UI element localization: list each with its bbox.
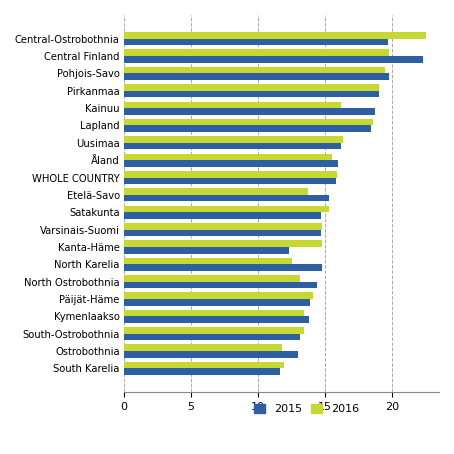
Bar <box>124 171 337 178</box>
Bar <box>124 316 309 323</box>
Bar <box>124 195 329 202</box>
Bar <box>124 160 339 167</box>
Bar <box>124 258 291 264</box>
Bar <box>124 230 321 236</box>
Bar <box>124 91 379 97</box>
Bar <box>124 39 388 45</box>
Bar <box>124 327 304 334</box>
Bar <box>124 223 322 230</box>
Bar <box>124 351 298 358</box>
Bar <box>124 292 313 299</box>
Bar <box>124 84 379 91</box>
Bar <box>124 125 370 132</box>
Bar <box>124 178 336 184</box>
Bar <box>124 264 322 271</box>
Bar <box>124 67 385 74</box>
Bar <box>124 310 304 316</box>
Bar <box>124 275 300 281</box>
Bar <box>124 212 321 219</box>
Bar <box>124 299 311 306</box>
Bar <box>124 108 375 115</box>
Bar <box>124 188 308 195</box>
Bar <box>124 143 341 149</box>
Bar <box>124 206 329 212</box>
Bar <box>124 281 317 288</box>
Bar <box>124 49 390 56</box>
Bar <box>124 32 425 39</box>
Bar <box>124 345 282 351</box>
Bar <box>124 240 322 247</box>
Bar <box>124 368 280 375</box>
Bar <box>124 119 373 125</box>
Bar <box>124 153 332 160</box>
Bar <box>124 362 284 368</box>
Bar <box>124 56 423 63</box>
Bar <box>124 334 300 340</box>
Bar <box>124 102 341 108</box>
Bar <box>124 247 289 253</box>
Bar <box>124 136 342 143</box>
Bar <box>124 74 390 80</box>
Legend: 2015, 2016: 2015, 2016 <box>250 400 364 419</box>
